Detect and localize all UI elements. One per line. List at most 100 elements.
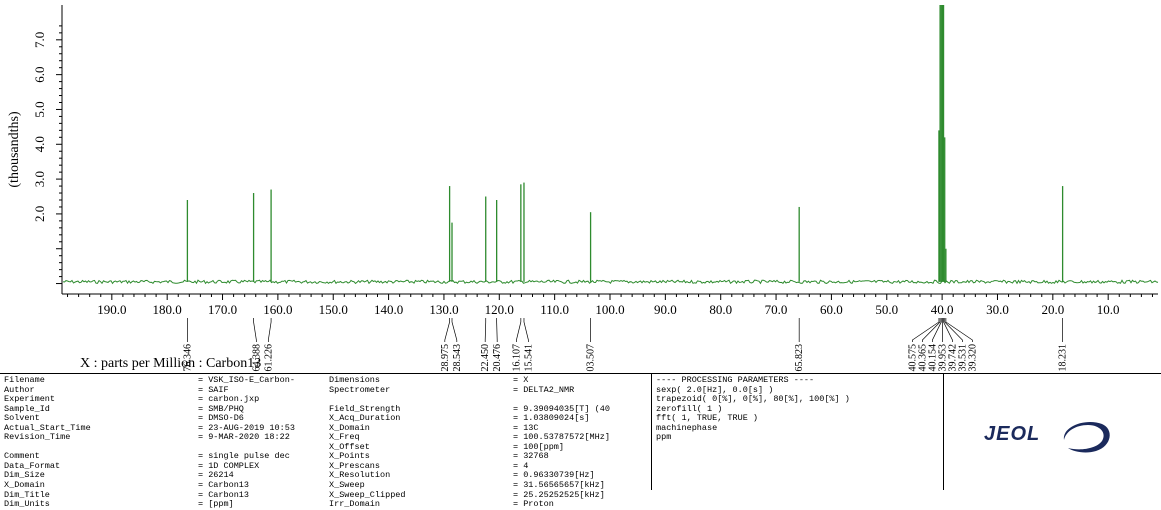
y-tick-label: 2.0 [32, 206, 47, 222]
x-tick-label: 160.0 [263, 302, 292, 317]
y-ticks: 2.03.04.05.06.07.0 [32, 26, 62, 284]
processing-line: trapezoid( 0[%], 0[%], 80[%], 100[%] ) [656, 395, 850, 405]
y-tick-label: 6.0 [32, 67, 47, 83]
peak-label-leader [452, 318, 457, 342]
x-tick-label: 180.0 [153, 302, 182, 317]
processing-line: ---- PROCESSING PARAMETERS ---- [656, 376, 850, 386]
processing-line: fft( 1, TRUE, TRUE ) [656, 414, 850, 424]
x-tick-label: 90.0 [654, 302, 677, 317]
peak-label-leader [516, 318, 520, 342]
peak-label: 128.975 [440, 344, 451, 372]
param-key: Experiment [4, 395, 91, 405]
processing-line: sexp( 2.0[Hz], 0.0[s] ) [656, 386, 850, 396]
x-tick-label: 60.0 [820, 302, 843, 317]
param-key: Dim_Size [4, 471, 91, 481]
param-value: = 1.03809024[s] [513, 414, 610, 424]
param-value: = X [513, 376, 610, 386]
param-value: = single pulse dec [198, 452, 295, 462]
param-value: = carbon.jxp [198, 395, 295, 405]
param-key [4, 443, 91, 453]
peak-label: 18.231 [1058, 344, 1069, 372]
peak-label: 65.823 [794, 344, 805, 372]
param-key: Irr_Domain [329, 500, 406, 510]
param-key: Sample_Id [4, 405, 91, 415]
x-tick-label: 80.0 [709, 302, 732, 317]
param-value: = SAIF [198, 386, 295, 396]
y-tick-label: 7.0 [32, 32, 47, 48]
param-value: = 0.96330739[Hz] [513, 471, 610, 481]
logo-swoosh-icon [1056, 418, 1118, 456]
param-values-col2: = X= DELTA2_NMR = 9.39094035[T] (40= 1.03… [513, 376, 610, 510]
processing-line: machinephase [656, 424, 850, 434]
param-value: = VSK_ISO-E_Carbon- [198, 376, 295, 386]
param-value: = 100[ppm] [513, 443, 610, 453]
processing-line: ppm [656, 433, 850, 443]
peak-label-leader [268, 318, 271, 342]
x-tick-label: 130.0 [429, 302, 458, 317]
x-tick-label: 100.0 [595, 302, 624, 317]
param-key [329, 395, 406, 405]
peak-label: 120.476 [492, 344, 503, 372]
param-value: = 1D COMPLEX [198, 462, 295, 472]
param-value: = DELTA2_NMR [513, 386, 610, 396]
param-value: = 100.53787572[MHz] [513, 433, 610, 443]
param-value: = SMB/PHQ [198, 405, 295, 415]
param-values-col1: = VSK_ISO-E_Carbon-= SAIF= carbon.jxp= S… [198, 376, 295, 510]
param-value: = 9.39094035[T] (40 [513, 405, 610, 415]
x-tick-label: 150.0 [319, 302, 348, 317]
x-tick-label: 20.0 [1041, 302, 1064, 317]
x-tick-label: 30.0 [986, 302, 1009, 317]
x-axis-label: X : parts per Million : Carbon13 [80, 356, 261, 372]
processing-line: zerofill( 1 ) [656, 405, 850, 415]
param-key: X_Sweep_Clipped [329, 491, 406, 501]
peak-label-leader [485, 318, 486, 342]
peak-label: 115.541 [523, 344, 534, 372]
peak-label: 161.226 [263, 344, 274, 372]
param-key: Revision_Time [4, 433, 91, 443]
peak-label-leader [497, 318, 498, 342]
y-tick-label: 3.0 [32, 171, 47, 187]
x-tick-label: 70.0 [765, 302, 788, 317]
x-tick-label: 10.0 [1097, 302, 1120, 317]
param-value: = 26214 [198, 471, 295, 481]
param-value: = 9-MAR-2020 18:22 [198, 433, 295, 443]
param-key: Dim_Units [4, 500, 91, 510]
param-value [513, 395, 610, 405]
param-key: Dim_Title [4, 491, 91, 501]
param-value: = 31.56565657[kHz] [513, 481, 610, 491]
peak-label: 116.107 [511, 344, 522, 372]
x-tick-label: 50.0 [875, 302, 898, 317]
divider [943, 374, 944, 490]
x-tick-label: 120.0 [485, 302, 514, 317]
peak-label-leader [445, 318, 450, 342]
param-value: = DMSO-D6 [198, 414, 295, 424]
baseline-noise [63, 280, 1158, 283]
param-key: X_Acq_Duration [329, 414, 406, 424]
param-key: X_Domain [329, 424, 406, 434]
peak-label-leader [254, 318, 257, 342]
param-key: X_Freq [329, 433, 406, 443]
param-key: X_Domain [4, 481, 91, 491]
y-axis-label: (thousandths) [7, 111, 22, 188]
peak-label: 103.507 [586, 344, 597, 372]
param-key: Field_Strength [329, 405, 406, 415]
y-tick-label: 5.0 [32, 101, 47, 117]
x-tick-label: 190.0 [97, 302, 126, 317]
peak-label-leader [524, 318, 528, 342]
divider [651, 374, 652, 490]
peak-label-leader [946, 318, 973, 342]
param-key: Dimensions [329, 376, 406, 386]
param-value: = 4 [513, 462, 610, 472]
param-value: = Proton [513, 500, 610, 510]
param-value: = 25.25252525[kHz] [513, 491, 610, 501]
param-value: = [ppm] [198, 500, 295, 510]
x-tick-label: 140.0 [374, 302, 403, 317]
param-value: = Carbon13 [198, 481, 295, 491]
param-key: Comment [4, 452, 91, 462]
